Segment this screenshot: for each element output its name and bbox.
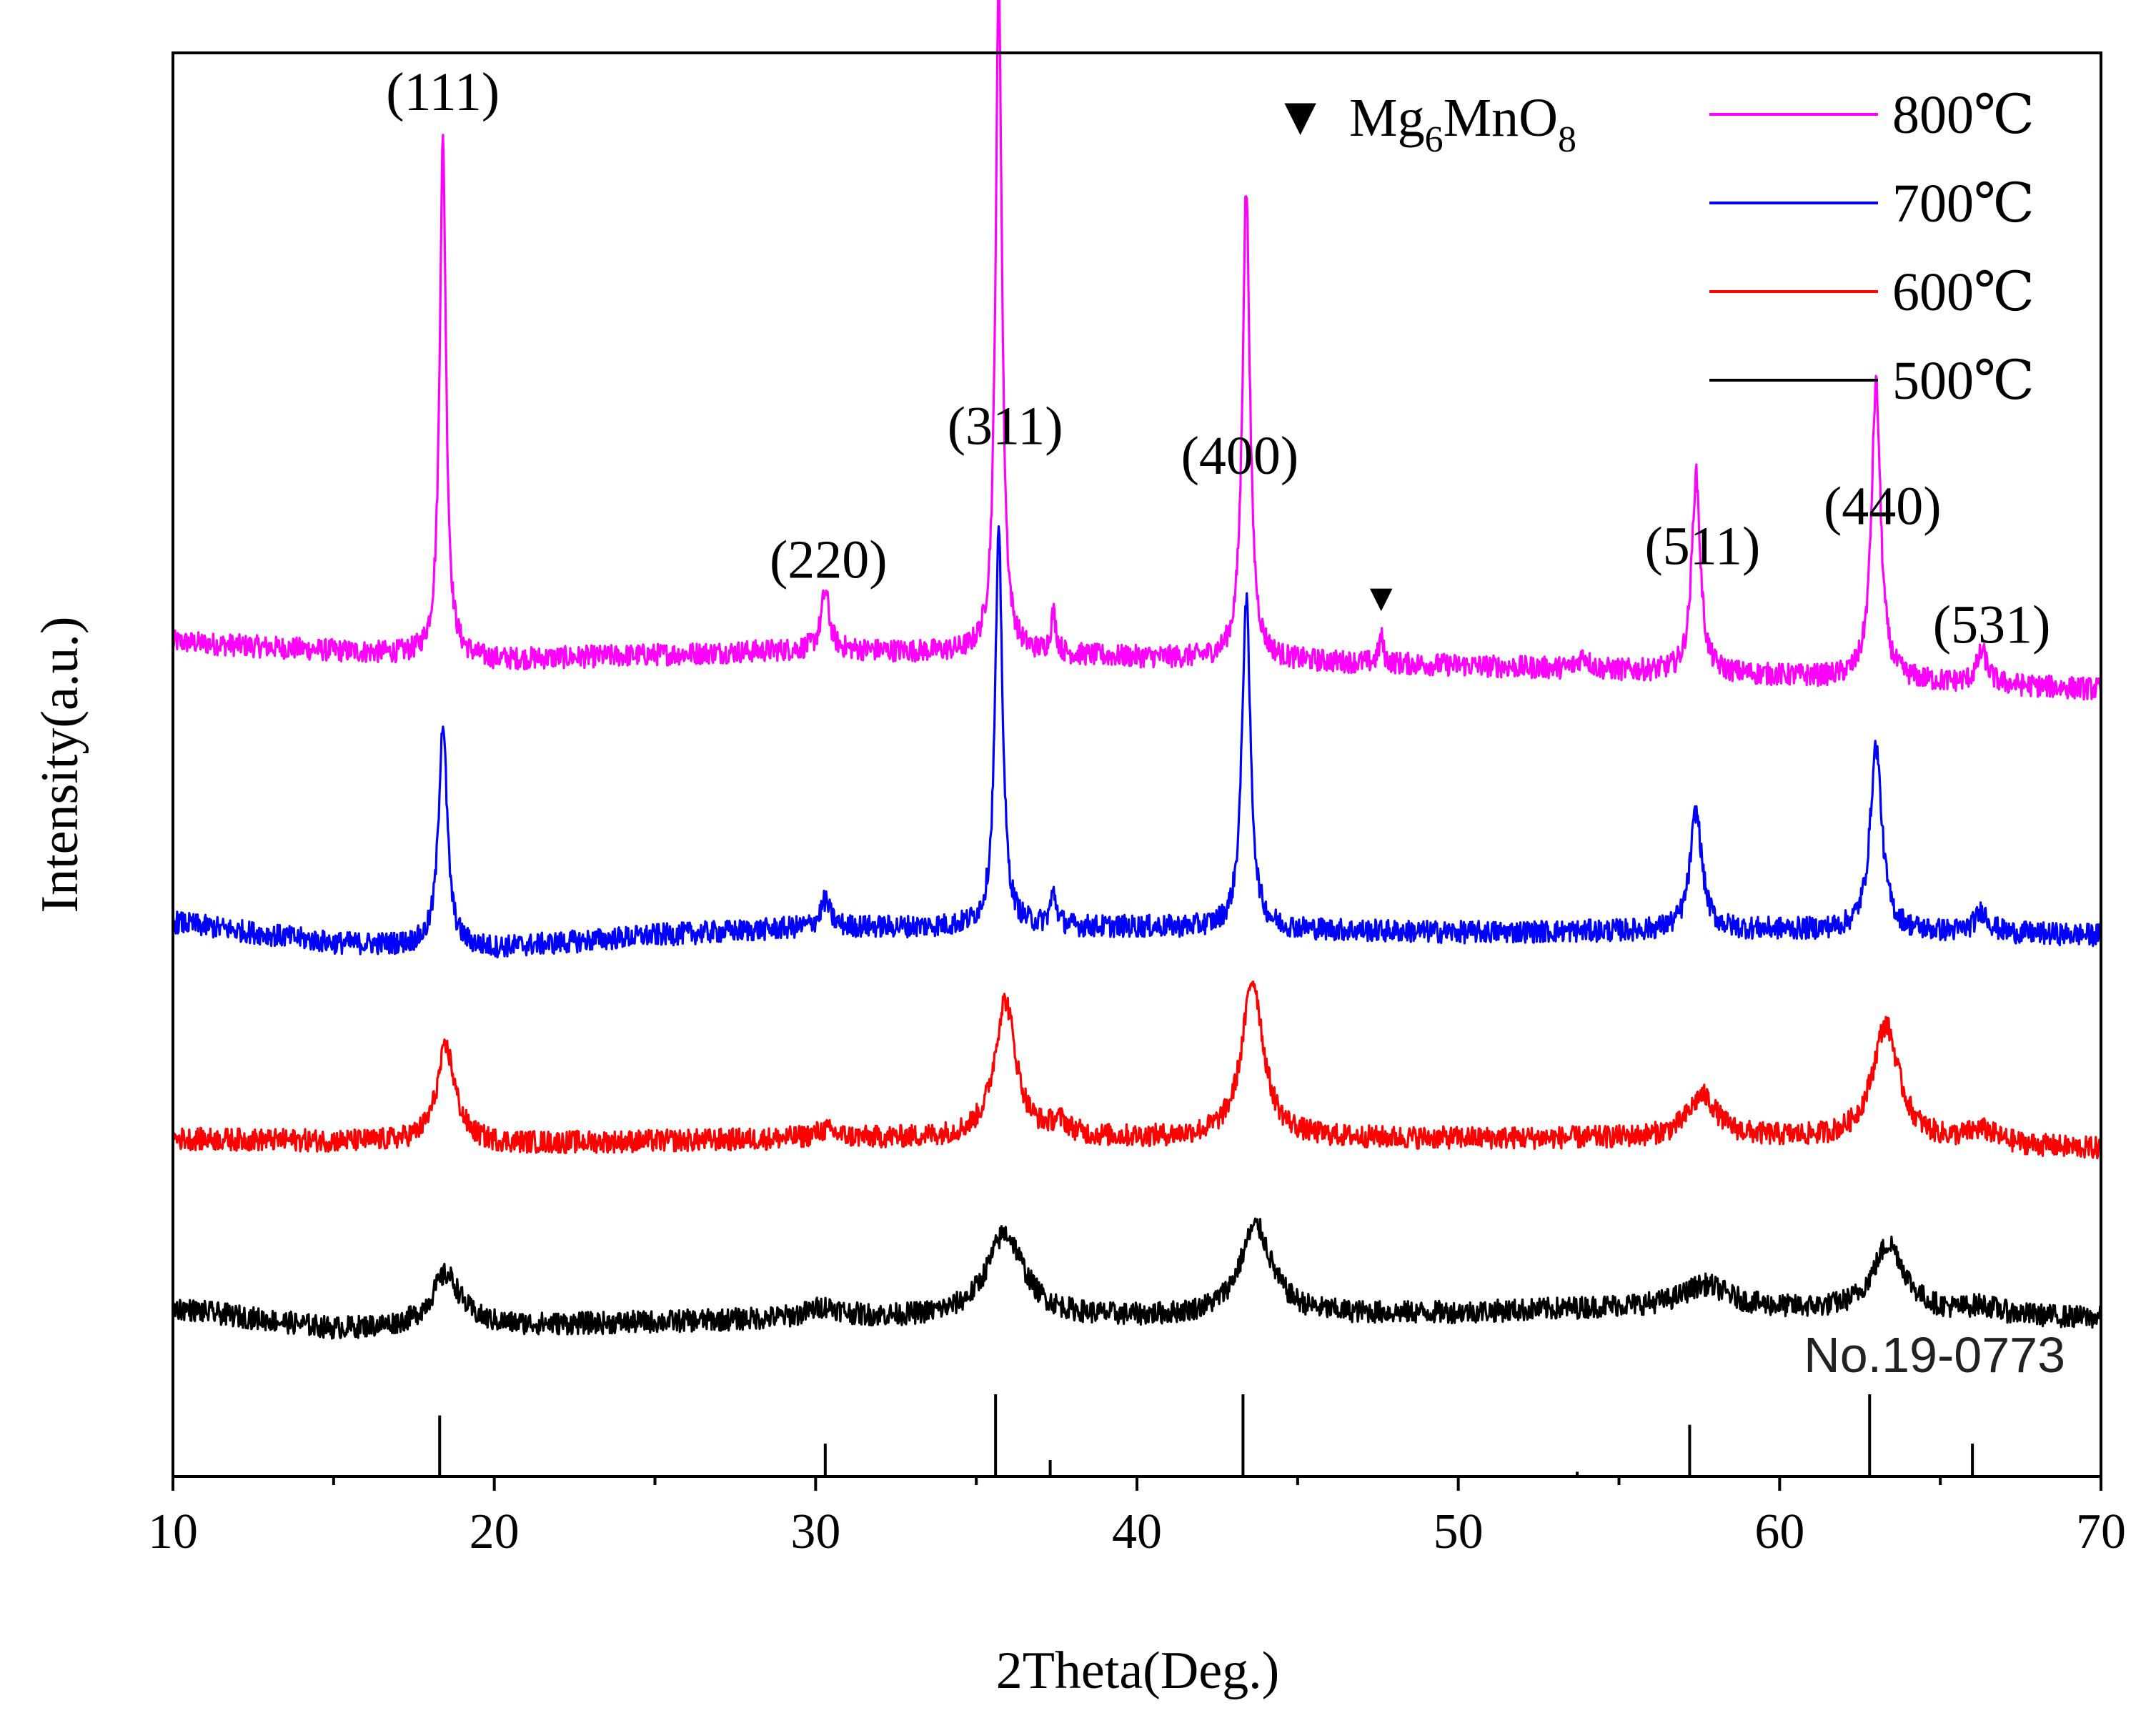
series-line-600 (172, 980, 2102, 1160)
series-line-800 (172, 0, 2102, 701)
legend-label: 500℃ (1892, 351, 2035, 411)
peak-label: (220) (770, 530, 888, 590)
impurity-legend-symbol: ▼ (1273, 86, 1327, 147)
x-axis-ticks: 10 20 30 40 50 60 70 (148, 1476, 2126, 1559)
x-tick-label: 20 (470, 1504, 520, 1559)
series-line-500 (172, 1217, 2102, 1340)
peak-label: (400) (1181, 426, 1299, 486)
peak-label: (111) (386, 62, 500, 122)
x-tick-label: 70 (2076, 1504, 2126, 1559)
impurity-legend-formula: Mg6MnO8 (1349, 88, 1576, 160)
peak-label: (511) (1645, 517, 1761, 577)
x-tick-label: 40 (1112, 1504, 1162, 1559)
legend-label: 700℃ (1892, 174, 2035, 234)
impurity-legend: ▼ Mg6MnO8 (1273, 86, 1576, 160)
peak-label: (531) (1933, 595, 2051, 655)
y-axis-title: Intensity(a.u.) (31, 616, 89, 913)
x-tick-label: 50 (1434, 1504, 1484, 1559)
legend-label: 800℃ (1892, 85, 2035, 145)
x-tick-label: 30 (790, 1504, 840, 1559)
peak-labels: (111) (220) (311) (400) (511) (440) (531) (386, 62, 2050, 655)
x-tick-label: 10 (148, 1504, 198, 1559)
series-line-700 (172, 525, 2102, 959)
reference-pattern-label: No.19-0773 (1804, 1327, 2065, 1383)
reference-pattern (438, 1394, 1974, 1476)
peak-label: (440) (1824, 477, 1942, 537)
peak-label: (311) (948, 396, 1063, 456)
temperature-legend: 800℃ 700℃ 600℃ 500℃ (1709, 85, 2035, 411)
x-axis-title: 2Theta(Deg.) (996, 1642, 1280, 1700)
legend-label: 600℃ (1892, 262, 2035, 322)
impurity-peak-marker: ▼ (1362, 577, 1400, 620)
x-tick-label: 60 (1754, 1504, 1804, 1559)
series-layer (172, 0, 2102, 1340)
